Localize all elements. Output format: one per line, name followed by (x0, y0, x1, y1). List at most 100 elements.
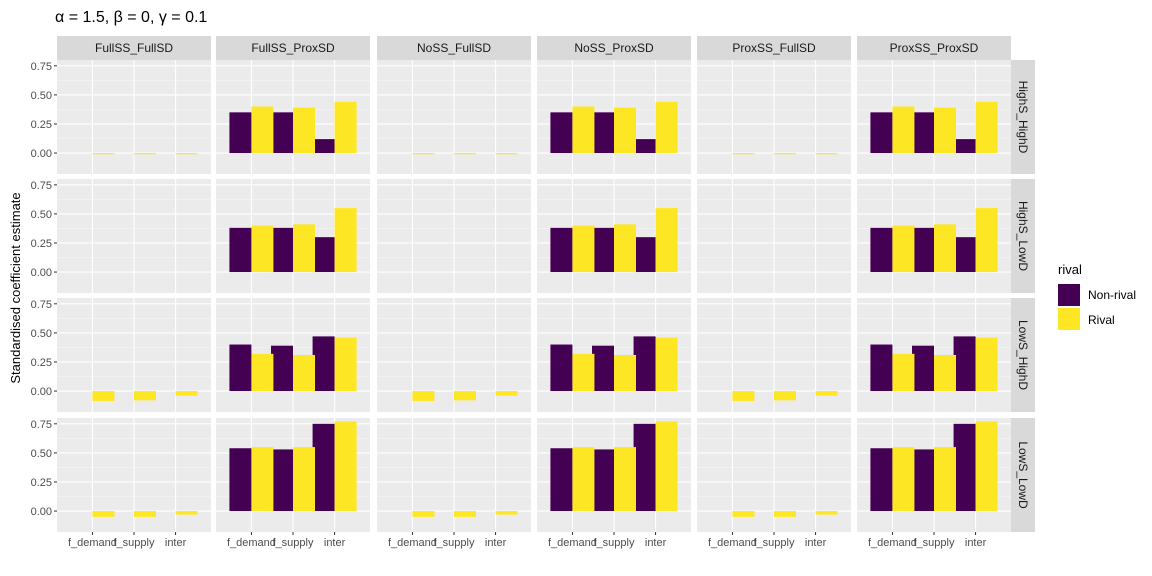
x-tick-label-f_supply: f_supply (434, 537, 475, 549)
legend-swatch-non-rival (1058, 284, 1080, 306)
column-strip-label-NoSS_ProxSD: NoSS_ProxSD (574, 41, 654, 55)
bar-FullSS_ProxSD-HighS_HighD-f_demand-non-rival (229, 112, 252, 154)
column-strip-FullSS_ProxSD (216, 36, 370, 60)
bar-NoSS_FullSD-LowS_HighD-inter-rival (495, 391, 518, 396)
bar-NoSS_ProxSD-LowS_HighD-f_supply-rival (614, 355, 636, 392)
y-tick-label: 0.75 (31, 299, 52, 311)
bar-FullSS_ProxSD-LowS_HighD-f_supply-rival (293, 355, 315, 392)
row-strip-LowS_LowD (1011, 418, 1035, 532)
x-tick-label-inter: inter (645, 537, 667, 549)
bar-NoSS_ProxSD-LowS_HighD-f_demand-non-rival (550, 344, 573, 392)
bar-ProxSS_FullSD-LowS_HighD-inter-rival (815, 391, 838, 396)
bar-NoSS_ProxSD-HighS_HighD-f_supply-rival (614, 107, 636, 154)
bar-FullSS_ProxSD-HighS_LowD-f_demand-non-rival (229, 227, 252, 273)
bar-NoSS_ProxSD-LowS_LowD-inter-rival (655, 421, 678, 512)
bar-NoSS_ProxSD-LowS_HighD-inter-rival (655, 337, 678, 392)
bar-NoSS_ProxSD-LowS_LowD-f_demand-non-rival (550, 448, 573, 512)
bar-NoSS_FullSD-LowS_LowD-inter-rival (495, 511, 518, 515)
column-strip-label-FullSS_FullSD: FullSS_FullSD (95, 41, 173, 55)
column-strip-label-ProxSS_FullSD: ProxSS_FullSD (732, 41, 816, 55)
legend-label-rival: Rival (1088, 313, 1115, 327)
bar-ProxSS_ProxSD-HighS_LowD-inter-rival (975, 208, 998, 273)
x-tick-label-f_supply: f_supply (114, 537, 155, 549)
column-strip-FullSS_FullSD (57, 36, 211, 60)
bar-NoSS_ProxSD-LowS_LowD-f_supply-rival (614, 447, 636, 512)
bar-ProxSS_FullSD-LowS_LowD-f_supply-rival (774, 511, 796, 517)
column-strip-NoSS_ProxSD (537, 36, 691, 60)
bar-ProxSS_ProxSD-LowS_HighD-f_demand-rival (892, 353, 915, 392)
bar-FullSS_ProxSD-HighS_HighD-inter-non-rival (312, 139, 335, 154)
bar-NoSS_ProxSD-LowS_LowD-f_supply-non-rival (592, 449, 614, 512)
bar-NoSS_FullSD-LowS_LowD-f_demand-rival (412, 511, 435, 517)
bar-FullSS_FullSD-LowS_LowD-inter-rival (175, 511, 198, 515)
row-strip-label-LowS_LowD: LowS_LowD (1016, 441, 1030, 509)
bar-ProxSS_ProxSD-HighS_LowD-f_demand-non-rival (870, 227, 893, 273)
bar-FullSS_ProxSD-HighS_LowD-inter-non-rival (312, 237, 335, 273)
x-tick-label-f_supply: f_supply (754, 537, 795, 549)
column-strip-ProxSS_FullSD (697, 36, 851, 60)
bar-NoSS_FullSD-HighS_HighD-f_demand-rival (412, 153, 435, 155)
bar-ProxSS_ProxSD-LowS_HighD-f_demand-non-rival (870, 344, 893, 392)
legend-swatch-rival (1058, 308, 1080, 330)
facet-panels: FullSS_FullSD 0.00 0.25 0.50 0.75 0.00 0.25 0.5… (31, 36, 1035, 549)
bar-FullSS_ProxSD-LowS_LowD-inter-non-rival (312, 423, 335, 512)
bar-FullSS_FullSD-LowS_LowD-f_demand-rival (92, 511, 115, 517)
bar-NoSS_FullSD-HighS_HighD-inter-rival (495, 153, 518, 155)
bar-ProxSS_ProxSD-HighS_HighD-f_supply-non-rival (912, 112, 934, 154)
x-tick-label-f_demand: f_demand (708, 537, 757, 549)
row-strip-HighS_LowD (1011, 179, 1035, 293)
bar-FullSS_ProxSD-HighS_LowD-f_supply-non-rival (271, 227, 293, 273)
bar-NoSS_ProxSD-LowS_LowD-inter-non-rival (633, 423, 656, 512)
bar-ProxSS_ProxSD-LowS_HighD-f_supply-rival (934, 355, 956, 392)
bar-ProxSS_ProxSD-LowS_HighD-inter-rival (975, 337, 998, 392)
bar-ProxSS_FullSD-HighS_HighD-inter-rival (815, 153, 838, 155)
y-tick-label: 0.00 (31, 506, 52, 518)
x-tick-label-inter: inter (165, 537, 187, 549)
x-tick-label-f_demand: f_demand (68, 537, 117, 549)
bar-FullSS_ProxSD-LowS_HighD-f_demand-non-rival (229, 344, 252, 392)
bar-FullSS_ProxSD-HighS_HighD-f_supply-rival (293, 107, 315, 154)
bar-ProxSS_ProxSD-HighS_LowD-inter-non-rival (953, 237, 976, 273)
bar-ProxSS_ProxSD-LowS_LowD-f_demand-rival (892, 447, 915, 512)
bar-ProxSS_ProxSD-HighS_LowD-f_demand-rival (892, 225, 915, 273)
bar-FullSS_FullSD-HighS_HighD-f_demand-rival (92, 153, 115, 155)
bar-NoSS_ProxSD-HighS_HighD-inter-rival (655, 101, 678, 154)
bar-ProxSS_FullSD-HighS_HighD-f_demand-rival (732, 153, 755, 155)
bar-ProxSS_FullSD-HighS_HighD-f_supply-rival (774, 153, 796, 155)
column-strip-NoSS_FullSD (377, 36, 531, 60)
bar-FullSS_FullSD-LowS_HighD-f_supply-rival (134, 391, 156, 401)
bar-ProxSS_ProxSD-HighS_HighD-f_demand-non-rival (870, 112, 893, 154)
bar-NoSS_ProxSD-HighS_LowD-f_demand-non-rival (550, 227, 573, 273)
bar-ProxSS_ProxSD-HighS_HighD-f_supply-rival (934, 107, 956, 154)
y-tick-label: 0.25 (31, 238, 52, 250)
bar-NoSS_ProxSD-LowS_LowD-f_demand-rival (572, 447, 595, 512)
x-tick-label-inter: inter (324, 537, 346, 549)
y-tick-label: 0.75 (31, 180, 52, 192)
bar-FullSS_ProxSD-LowS_LowD-f_demand-rival (251, 447, 274, 512)
bar-FullSS_ProxSD-HighS_HighD-f_supply-non-rival (271, 112, 293, 154)
bar-FullSS_FullSD-LowS_LowD-f_supply-rival (134, 511, 156, 517)
bar-NoSS_FullSD-LowS_HighD-f_demand-rival (412, 391, 435, 401)
y-tick-label: 0.00 (31, 386, 52, 398)
bar-FullSS_ProxSD-LowS_HighD-inter-non-rival (312, 336, 335, 392)
bar-ProxSS_ProxSD-LowS_HighD-inter-non-rival (953, 336, 976, 392)
y-tick-label: 0.00 (31, 148, 52, 160)
bar-NoSS_ProxSD-HighS_LowD-f_supply-rival (614, 224, 636, 273)
bar-FullSS_ProxSD-HighS_LowD-f_supply-rival (293, 224, 315, 273)
bar-FullSS_FullSD-LowS_HighD-inter-rival (175, 391, 198, 396)
bar-ProxSS_FullSD-LowS_LowD-inter-rival (815, 511, 838, 515)
row-strip-label-LowS_HighD: LowS_HighD (1016, 320, 1030, 390)
column-strip-label-NoSS_FullSD: NoSS_FullSD (417, 41, 491, 55)
y-tick-label: 0.75 (31, 61, 52, 73)
y-tick-label: 0.25 (31, 357, 52, 369)
bar-FullSS_ProxSD-LowS_LowD-f_supply-rival (293, 447, 315, 512)
bar-FullSS_ProxSD-HighS_LowD-f_demand-rival (251, 225, 274, 273)
bar-ProxSS_ProxSD-LowS_LowD-f_demand-non-rival (870, 448, 893, 512)
bar-ProxSS_FullSD-LowS_HighD-f_demand-rival (732, 391, 755, 401)
legend: rival Non-rival Rival (1058, 262, 1136, 330)
x-tick-label-f_demand: f_demand (388, 537, 437, 549)
bar-ProxSS_ProxSD-HighS_HighD-inter-non-rival (953, 139, 976, 154)
bar-FullSS_ProxSD-LowS_LowD-f_demand-non-rival (229, 448, 252, 512)
bar-NoSS_ProxSD-LowS_HighD-f_demand-rival (572, 353, 595, 392)
